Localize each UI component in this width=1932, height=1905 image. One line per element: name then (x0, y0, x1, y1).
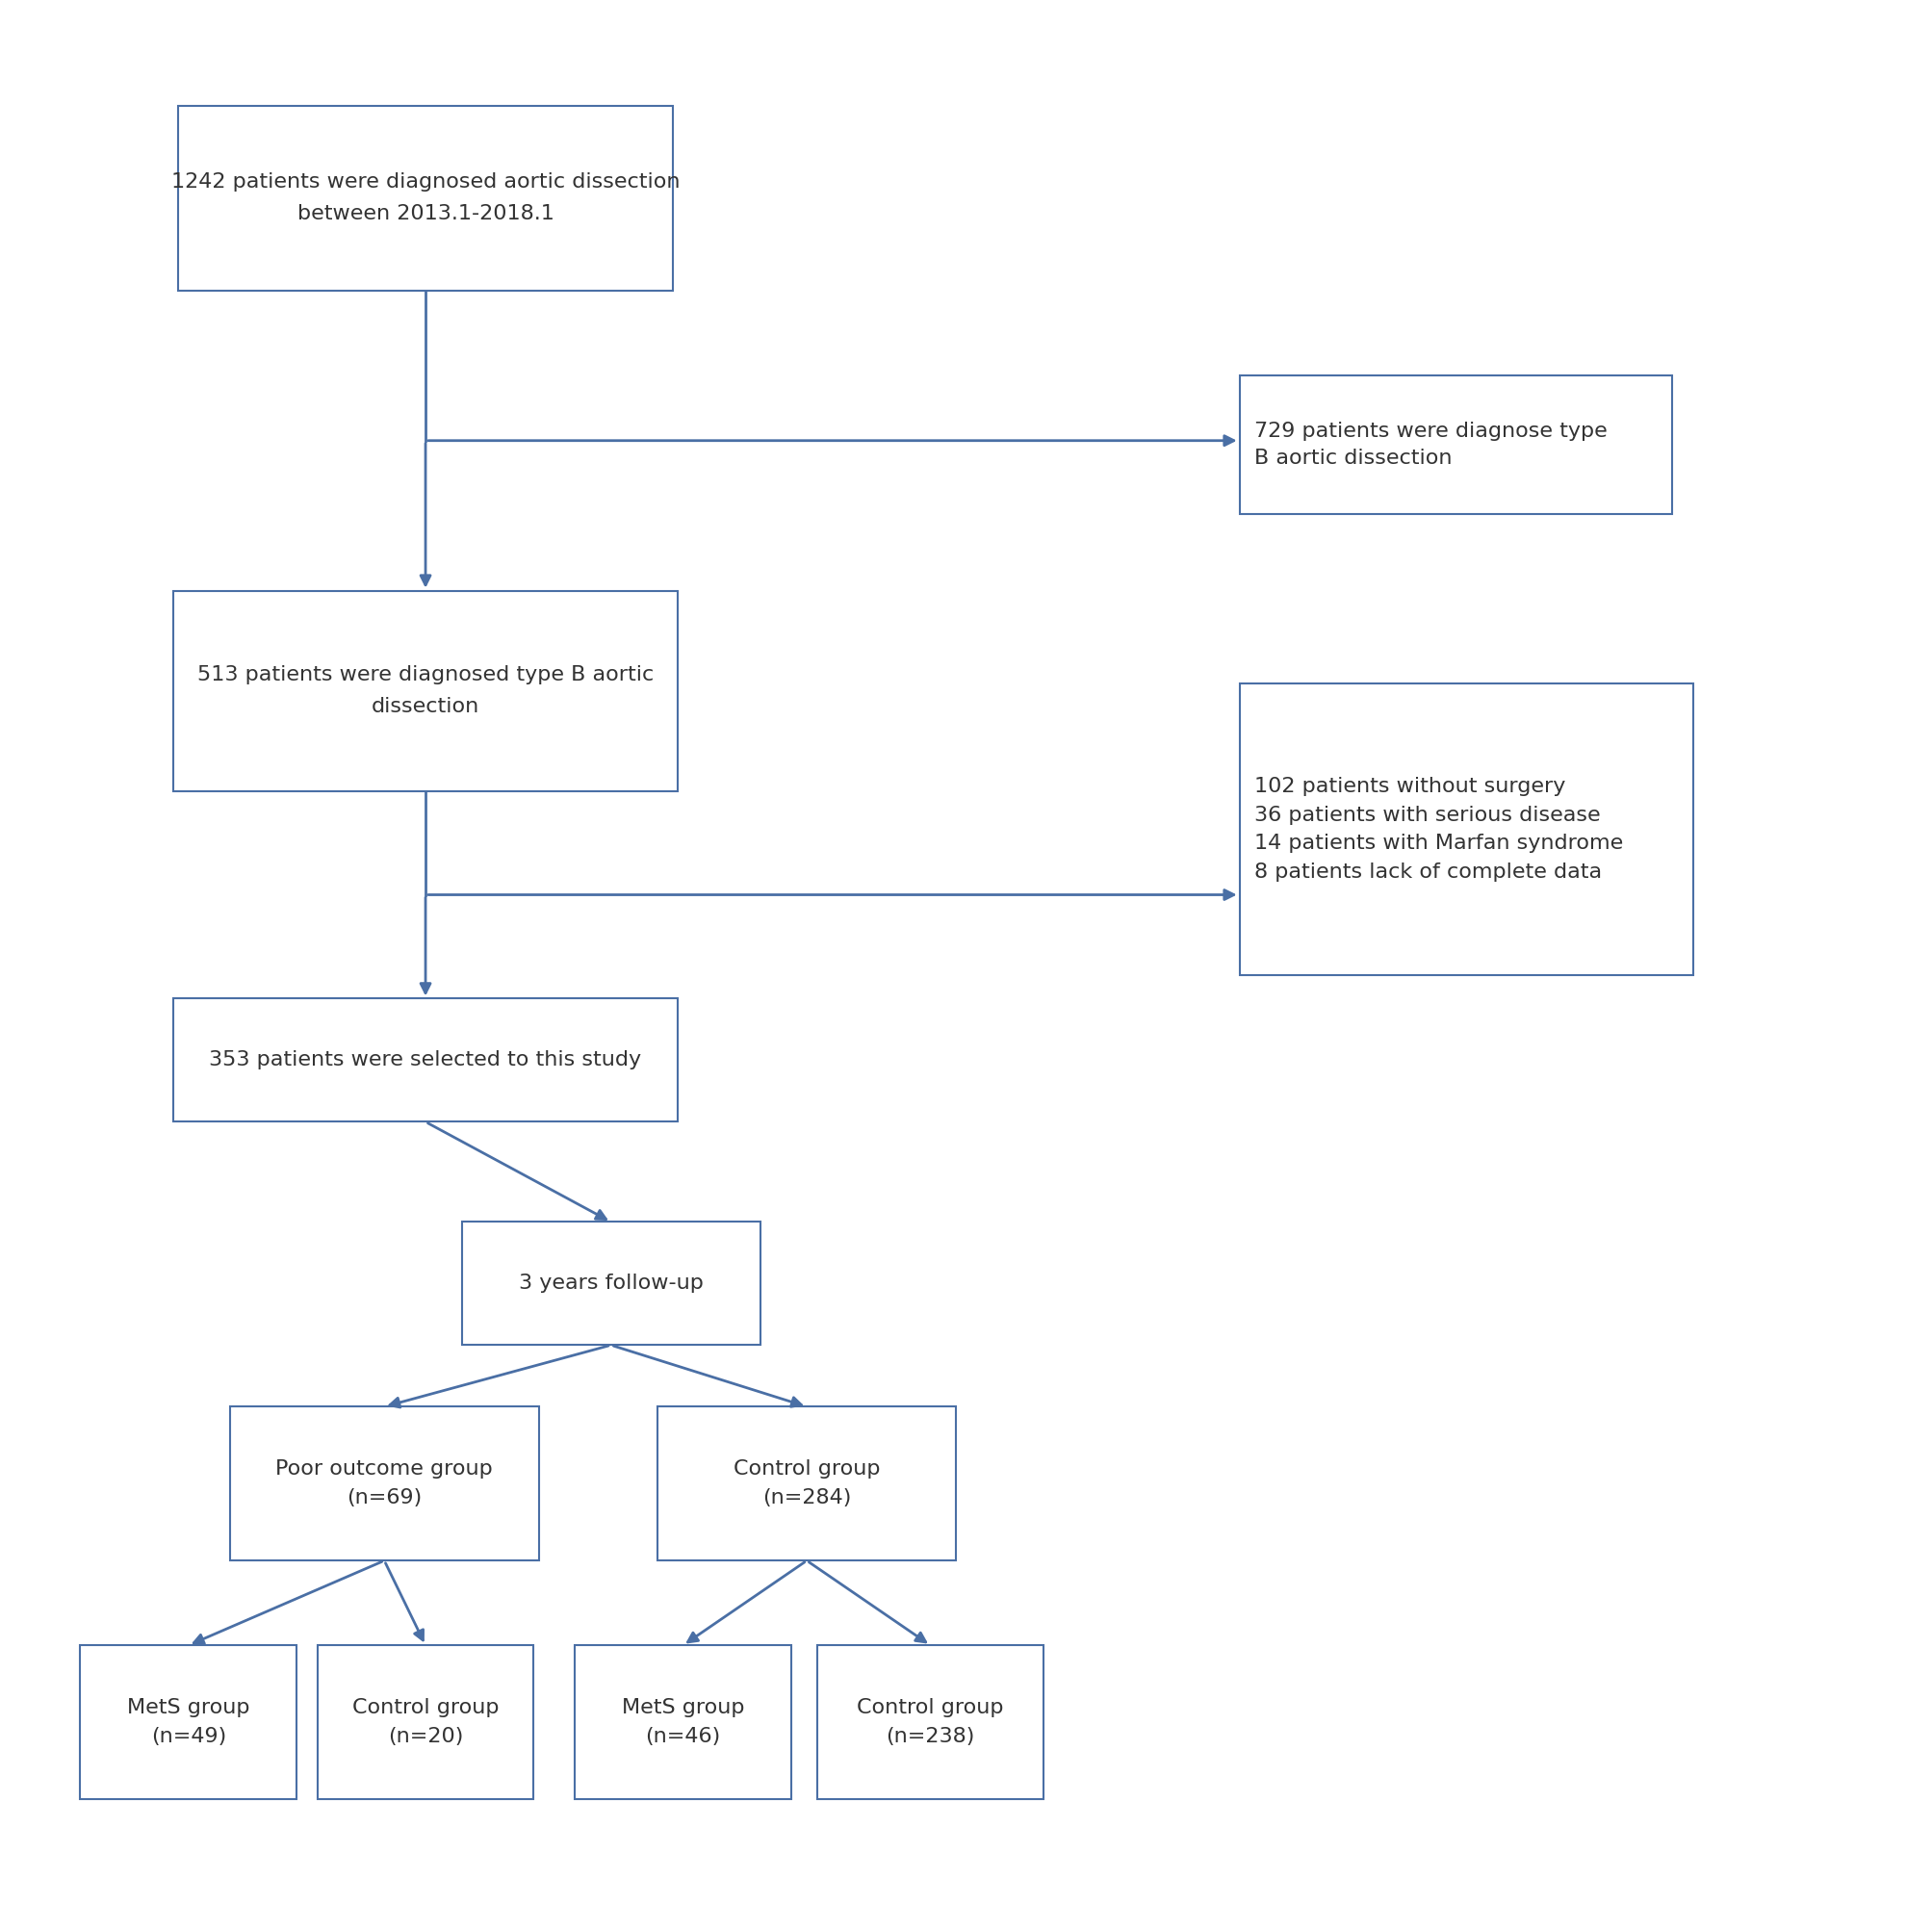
Text: 513 patients were diagnosed type B aortic
dissection: 513 patients were diagnosed type B aorti… (197, 665, 653, 716)
Text: 353 patients were selected to this study: 353 patients were selected to this study (209, 1052, 641, 1071)
Text: 1242 patients were diagnosed aortic dissection
between 2013.1-2018.1: 1242 patients were diagnosed aortic diss… (172, 173, 680, 223)
Bar (574, 1646, 790, 1798)
Text: MetS group
(n=46): MetS group (n=46) (622, 1699, 744, 1747)
Bar (1238, 375, 1671, 514)
Bar (81, 1646, 298, 1798)
Text: Control group
(n=20): Control group (n=20) (352, 1699, 498, 1747)
Text: 729 patients were diagnose type
B aortic dissection: 729 patients were diagnose type B aortic… (1254, 421, 1605, 467)
Text: Control group
(n=238): Control group (n=238) (856, 1699, 1003, 1747)
Text: Poor outcome group
(n=69): Poor outcome group (n=69) (276, 1459, 493, 1507)
Bar (657, 1406, 956, 1560)
Text: 3 years follow-up: 3 years follow-up (518, 1274, 703, 1293)
Bar (317, 1646, 533, 1798)
Bar (462, 1221, 759, 1345)
Bar (178, 107, 672, 290)
Bar (174, 591, 678, 791)
Bar (230, 1406, 539, 1560)
Bar (174, 998, 678, 1122)
Bar (1238, 684, 1692, 975)
Text: 102 patients without surgery
36 patients with serious disease
14 patients with M: 102 patients without surgery 36 patients… (1254, 777, 1623, 882)
Text: MetS group
(n=49): MetS group (n=49) (128, 1699, 249, 1747)
Bar (817, 1646, 1043, 1798)
Text: Control group
(n=284): Control group (n=284) (732, 1459, 879, 1507)
